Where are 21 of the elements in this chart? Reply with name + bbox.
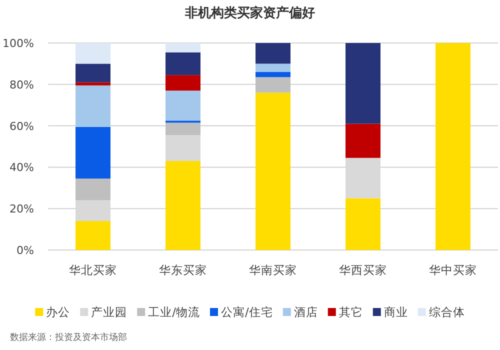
legend-label: 公寓/住宅 — [221, 305, 273, 319]
x-tick-label: 华中买家 — [429, 263, 477, 277]
x-tick-label: 华西买家 — [339, 263, 387, 277]
legend-label: 综合体 — [428, 305, 465, 319]
legend-label: 产业园 — [91, 305, 128, 319]
y-tick-label: 80% — [10, 78, 34, 92]
source-note: 数据来源：投资及资本市场部 — [10, 332, 127, 343]
legend-label: 工业/物流 — [148, 305, 200, 319]
y-tick-label: 20% — [10, 202, 34, 216]
legend-label: 办公 — [46, 305, 70, 319]
y-tick-label: 60% — [10, 120, 34, 133]
y-tick-label: 100% — [2, 37, 34, 50]
x-tick-label: 华南买家 — [249, 263, 297, 277]
legend-label: 其它 — [338, 305, 363, 319]
x-tick-label: 华东买家 — [159, 263, 207, 277]
chart-title: 非机构类买家资产偏好 — [184, 5, 315, 21]
legend-label: 商业 — [384, 305, 408, 319]
legend-label: 酒店 — [294, 305, 318, 319]
x-tick-label: 华北买家 — [69, 263, 117, 277]
y-tick-label: 0% — [16, 244, 34, 257]
y-tick-label: 40% — [10, 161, 34, 174]
